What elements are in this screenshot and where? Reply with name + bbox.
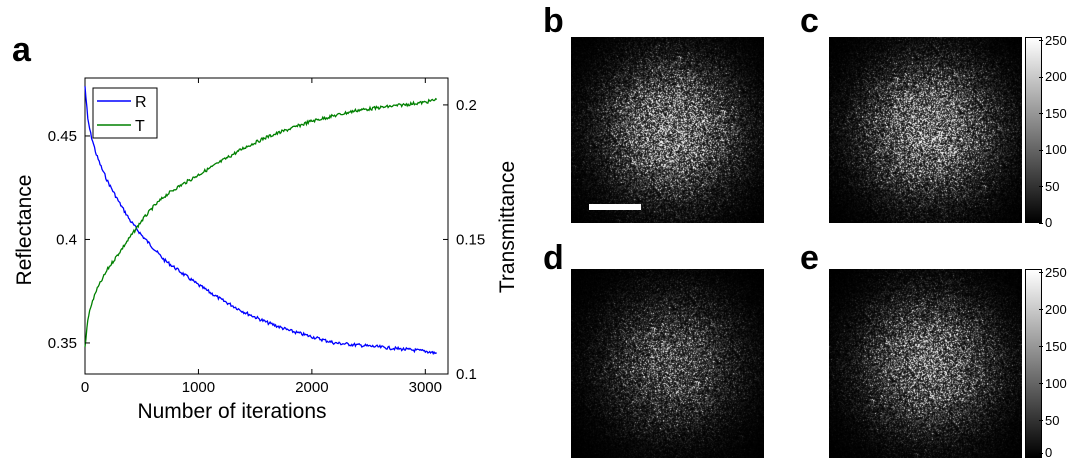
colorbar-c bbox=[1025, 37, 1042, 223]
colorbar-c-tick-label: 0 bbox=[1038, 215, 1053, 230]
series-line-T bbox=[84, 97, 438, 348]
colorbar-e-tick-label: 0 bbox=[1038, 445, 1053, 460]
x-tick-label: 3000 bbox=[409, 379, 442, 396]
y-axis-right-label: Transmittance bbox=[496, 161, 519, 293]
speckle-image-b bbox=[571, 37, 764, 223]
colorbar-e-tick-label: 200 bbox=[1039, 301, 1067, 317]
panel-label-e: e bbox=[800, 239, 819, 277]
colorbar-e-tick-label: 50 bbox=[1038, 412, 1060, 428]
scale-bar bbox=[589, 204, 641, 210]
speckle-image-d bbox=[571, 269, 764, 458]
colorbar-e-tick-label: 250 bbox=[1039, 264, 1067, 280]
legend-label-T: T bbox=[135, 118, 145, 135]
colorbar-e bbox=[1025, 269, 1042, 458]
speckle-image-c bbox=[829, 37, 1022, 223]
x-tick-label: 0 bbox=[81, 379, 89, 396]
colorbar-c-tick-label: 100 bbox=[1039, 142, 1067, 158]
y-left-tick-label: 0.35 bbox=[48, 335, 77, 352]
colorbar-c-tick-label: 200 bbox=[1039, 69, 1067, 85]
x-axis-label: Number of iterations bbox=[137, 400, 326, 423]
y-left-tick-label: 0.4 bbox=[56, 231, 77, 248]
y-right-tick-label: 0.2 bbox=[456, 97, 477, 114]
x-tick-label: 2000 bbox=[295, 379, 328, 396]
x-tick-label: 1000 bbox=[182, 379, 215, 396]
panel-label-d: d bbox=[543, 239, 564, 277]
y-right-tick-label: 0.15 bbox=[456, 231, 485, 248]
colorbar-c-tick-label: 50 bbox=[1038, 178, 1060, 194]
y-left-tick-label: 0.45 bbox=[48, 128, 77, 145]
panel-label-b: b bbox=[543, 2, 564, 40]
series-line-R bbox=[84, 86, 437, 356]
reflectance-transmittance-chart: 0 1000 2000 3000 0.35 0.4 0.45 0.1 0.15 0.2 RT Num… bbox=[13, 77, 519, 423]
colorbar-e-tick-label: 100 bbox=[1039, 375, 1067, 391]
legend-label-R: R bbox=[135, 94, 147, 111]
panel-label-c: c bbox=[800, 2, 819, 40]
colorbar-c-tick-label: 150 bbox=[1039, 105, 1067, 121]
y-axis-left-label: Reflectance bbox=[13, 175, 36, 286]
colorbar-c-tick-label: 250 bbox=[1039, 32, 1067, 48]
y-right-tick-label: 0.1 bbox=[456, 366, 477, 383]
legend-box bbox=[92, 87, 158, 139]
panel-label-a: a bbox=[12, 31, 31, 69]
colorbar-e-tick-label: 150 bbox=[1039, 338, 1067, 354]
plot-frame bbox=[84, 77, 449, 375]
speckle-image-e bbox=[829, 269, 1022, 458]
